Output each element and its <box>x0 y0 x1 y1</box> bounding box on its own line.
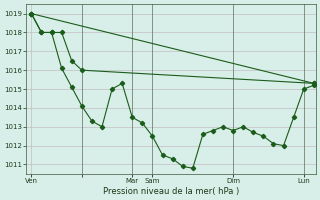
X-axis label: Pression niveau de la mer( hPa ): Pression niveau de la mer( hPa ) <box>103 187 239 196</box>
